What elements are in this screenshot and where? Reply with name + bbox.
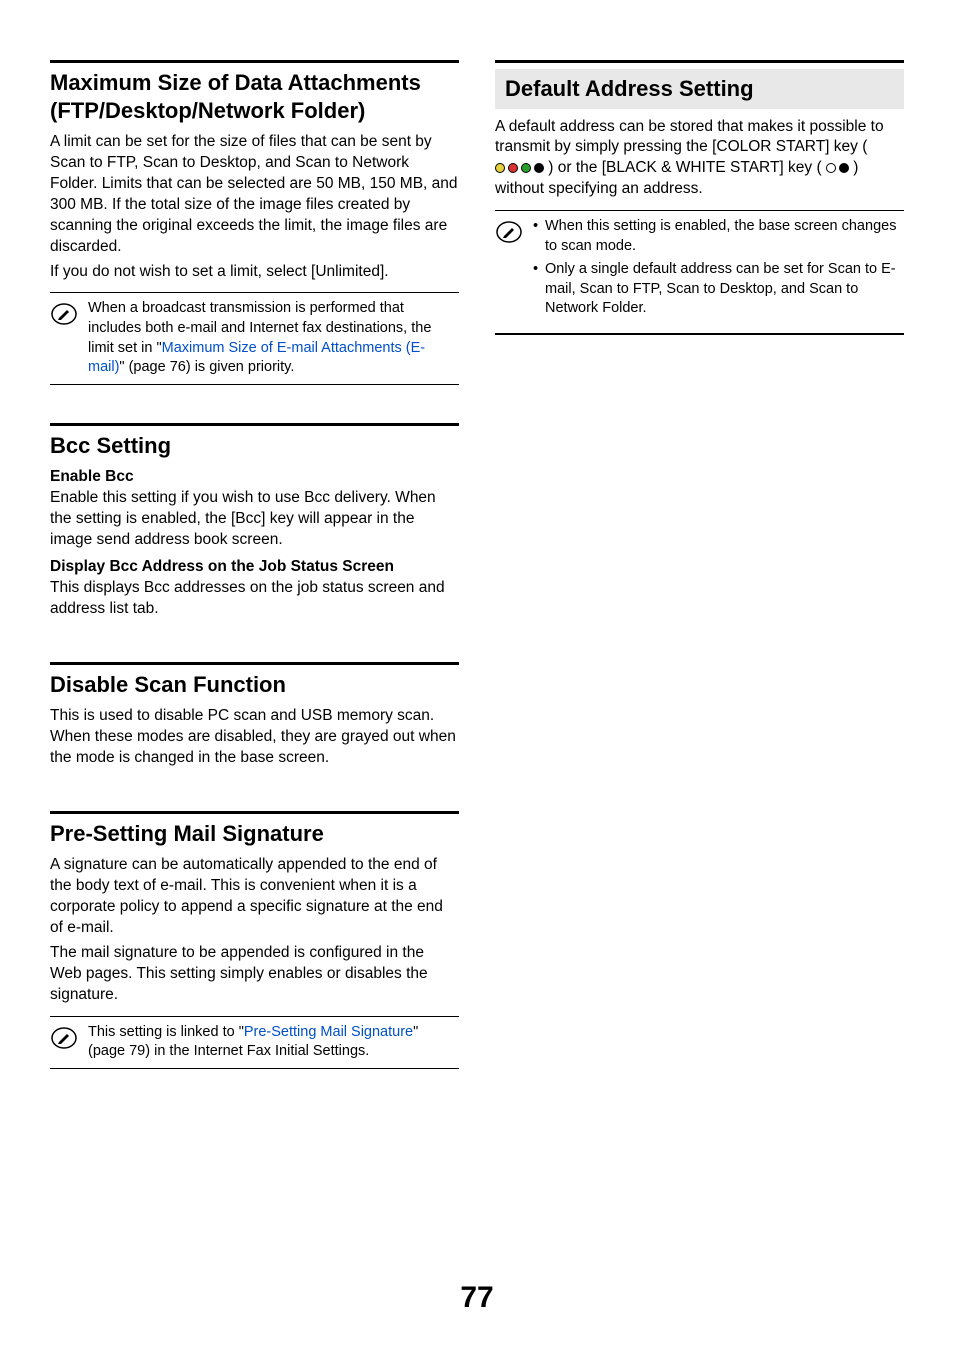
right-column: Default Address Setting A default addres… bbox=[495, 60, 904, 1069]
link-mail-signature[interactable]: Pre-Setting Mail Signature bbox=[244, 1024, 413, 1040]
body-text: This is used to disable PC scan and USB … bbox=[50, 706, 459, 769]
section-max-size: Maximum Size of Data Attachments (FTP/De… bbox=[50, 60, 459, 385]
note-text: When a broadcast transmission is perform… bbox=[88, 299, 459, 377]
section-rule bbox=[50, 811, 459, 814]
section-rule bbox=[50, 662, 459, 665]
section-rule bbox=[50, 423, 459, 426]
section-rule bbox=[495, 60, 904, 63]
pencil-note-icon bbox=[50, 1023, 78, 1051]
section-default-address: Default Address Setting A default addres… bbox=[495, 60, 904, 335]
pencil-note-icon bbox=[495, 217, 523, 245]
section-rule bbox=[50, 60, 459, 63]
page-number: 77 bbox=[0, 1281, 954, 1315]
subhead-display-bcc: Display Bcc Address on the Job Status Sc… bbox=[50, 557, 459, 578]
color-start-dots-icon bbox=[495, 163, 544, 173]
note-rule bbox=[495, 333, 904, 335]
body-text: The mail signature to be appended is con… bbox=[50, 943, 459, 1006]
heading-mail-signature: Pre-Setting Mail Signature bbox=[50, 820, 459, 848]
section-disable-scan: Disable Scan Function This is used to di… bbox=[50, 662, 459, 769]
body-text: A signature can be automatically appende… bbox=[50, 855, 459, 939]
body-mid: ) or the [BLACK & WHITE START] key ( bbox=[544, 159, 826, 176]
heading-bcc: Bcc Setting bbox=[50, 432, 459, 460]
subhead-enable-bcc: Enable Bcc bbox=[50, 467, 459, 488]
note-block: When this setting is enabled, the base s… bbox=[495, 210, 904, 335]
note-bullet: Only a single default address can be set… bbox=[533, 260, 904, 319]
note-block: When a broadcast transmission is perform… bbox=[50, 292, 459, 384]
body-pre: A default address can be stored that mak… bbox=[495, 118, 884, 156]
body-text: Enable this setting if you wish to use B… bbox=[50, 488, 459, 551]
heading-disable-scan: Disable Scan Function bbox=[50, 671, 459, 699]
body-text: A limit can be set for the size of files… bbox=[50, 132, 459, 258]
section-bcc: Bcc Setting Enable Bcc Enable this setti… bbox=[50, 423, 459, 620]
note-text-post: " (page 76) is given priority. bbox=[119, 359, 294, 375]
note-rule bbox=[50, 1068, 459, 1069]
heading-default-address: Default Address Setting bbox=[495, 69, 904, 109]
pencil-note-icon bbox=[50, 299, 78, 327]
note-block: This setting is linked to "Pre-Setting M… bbox=[50, 1016, 459, 1069]
bw-start-dots-icon bbox=[826, 163, 849, 173]
body-text: If you do not wish to set a limit, selec… bbox=[50, 262, 459, 283]
left-column: Maximum Size of Data Attachments (FTP/De… bbox=[50, 60, 459, 1069]
note-bullet: When this setting is enabled, the base s… bbox=[533, 217, 904, 256]
heading-max-size: Maximum Size of Data Attachments (FTP/De… bbox=[50, 69, 459, 124]
body-text: A default address can be stored that mak… bbox=[495, 117, 904, 201]
body-text: This displays Bcc addresses on the job s… bbox=[50, 578, 459, 620]
note-text: When this setting is enabled, the base s… bbox=[533, 217, 904, 323]
section-mail-signature: Pre-Setting Mail Signature A signature c… bbox=[50, 811, 459, 1069]
note-text: This setting is linked to "Pre-Setting M… bbox=[88, 1023, 459, 1062]
note-text-pre: This setting is linked to " bbox=[88, 1024, 244, 1040]
